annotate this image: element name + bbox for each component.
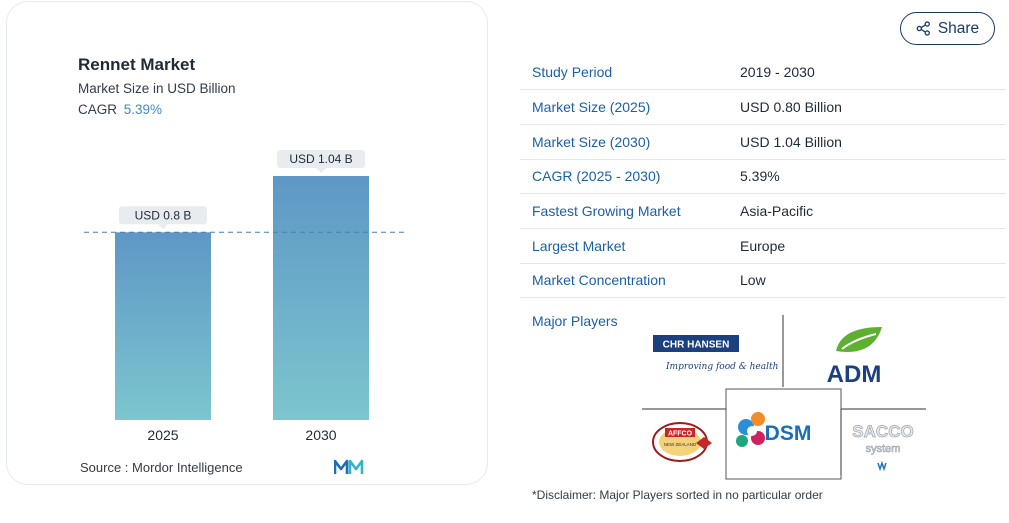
info-value: Europe	[740, 228, 1006, 264]
dsm-logo: DSM	[736, 412, 811, 447]
share-button[interactable]: Share	[900, 12, 995, 45]
svg-text:CHR HANSEN: CHR HANSEN	[663, 340, 730, 351]
mordor-intelligence-logo	[334, 459, 364, 474]
data-label-bg	[119, 206, 207, 225]
chart-source: Source : Mordor Intelligence	[80, 460, 243, 475]
info-value: 5.39%	[740, 159, 1006, 195]
market-info-table: Study Period 2019 - 2030 Market Size (2025…	[520, 55, 1006, 299]
info-row: Market Concentration Low	[520, 263, 1006, 299]
data-label: USD 0.8 B	[135, 208, 192, 222]
info-key: Study Period	[520, 55, 740, 91]
svg-text:system: system	[866, 443, 901, 455]
share-label: Share	[937, 19, 980, 37]
major-players-logos: CHR HANSEN Improving food & health ADM A…	[642, 315, 926, 480]
bar	[115, 232, 211, 420]
svg-text:AFFCO: AFFCO	[668, 431, 693, 438]
affco-logo: AFFCO NEW ZEALAND	[652, 422, 712, 462]
cagr-value: 5.39%	[123, 102, 163, 117]
data-label-pointer	[316, 168, 326, 173]
cagr-label: CAGR	[78, 102, 118, 117]
svg-text:SACCO: SACCO	[852, 422, 913, 441]
info-row: CAGR (2025 - 2030) 5.39%	[520, 159, 1006, 195]
data-label: USD 1.04 B	[289, 152, 352, 166]
svg-text:NEW ZEALAND: NEW ZEALAND	[664, 442, 697, 447]
data-label-bg	[277, 150, 365, 168]
svg-text:Improving food & health: Improving food & health	[665, 362, 778, 372]
info-key: Fastest Growing Market	[520, 193, 740, 229]
info-value: 2019 - 2030	[740, 55, 1006, 91]
share-icon	[916, 21, 930, 36]
sacco-system-logo: SACCO system	[852, 422, 914, 472]
chart-title: Rennet Market	[78, 55, 196, 74]
x-tick-label: 2030	[305, 427, 336, 443]
svg-text:DSM: DSM	[765, 422, 812, 445]
bar	[273, 176, 369, 420]
svg-text:ADM: ADM	[827, 361, 882, 388]
chart-subtitle: Market Size in USD Billion	[78, 81, 236, 96]
x-tick-label: 2025	[147, 427, 178, 443]
info-value: USD 1.04 Billion	[740, 124, 1006, 160]
major-players-label: Major Players	[532, 313, 618, 329]
info-key: Market Concentration	[520, 263, 740, 299]
bar-chart: USD 0.8 B 2025 USD 1.04 B 2030	[84, 150, 404, 443]
info-value: Low	[740, 263, 1006, 299]
info-key: CAGR (2025 - 2030)	[520, 159, 740, 195]
cagr-line: CAGR 5.39%	[78, 102, 162, 117]
info-value: USD 0.80 Billion	[740, 89, 1006, 125]
info-value: Asia-Pacific	[740, 193, 1006, 229]
info-key: Largest Market	[520, 228, 740, 264]
data-label-pointer	[158, 224, 168, 230]
chr-hansen-logo: CHR HANSEN Improving food & health	[653, 335, 778, 372]
info-row: Largest Market Europe	[520, 228, 1006, 264]
info-key: Market Size (2030)	[520, 124, 740, 160]
info-key: Market Size (2025)	[520, 89, 740, 125]
chart-card	[6, 1, 488, 485]
adm-logo: ADM	[827, 327, 882, 388]
info-row: Market Size (2030) USD 1.04 Billion	[520, 124, 1006, 160]
info-row: Fastest Growing Market Asia-Pacific	[520, 193, 1006, 229]
info-row: Market Size (2025) USD 0.80 Billion	[520, 89, 1006, 125]
info-row: Study Period 2019 - 2030	[520, 55, 1006, 91]
disclaimer: *Disclaimer: Major Players sorted in no …	[532, 488, 823, 502]
